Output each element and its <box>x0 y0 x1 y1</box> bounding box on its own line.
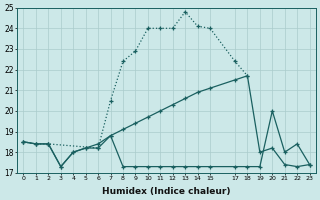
X-axis label: Humidex (Indice chaleur): Humidex (Indice chaleur) <box>102 187 231 196</box>
